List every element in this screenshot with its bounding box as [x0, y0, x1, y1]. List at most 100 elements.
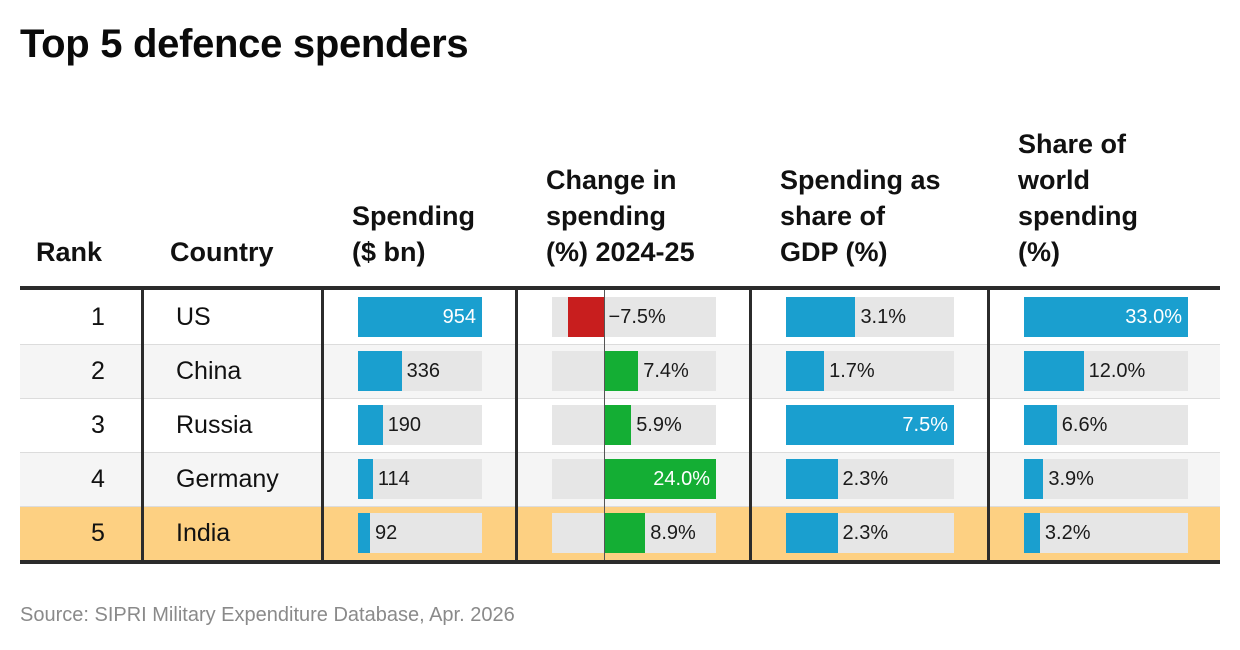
rank-cell: 1 [91, 303, 105, 331]
gdp-bar [786, 459, 838, 499]
gdp-bar [786, 513, 838, 553]
column-divider [987, 290, 990, 560]
rank-cell: 5 [91, 519, 105, 547]
header-gdp-line: GDP (%) [780, 237, 888, 267]
header-rank-line: Rank [36, 237, 103, 267]
column-divider [321, 290, 324, 560]
country-cell: China [176, 357, 242, 385]
column-divider [141, 290, 144, 560]
spending-track: 190 [358, 405, 482, 445]
change-bar [603, 405, 632, 445]
world-track: 33.0% [1024, 297, 1188, 337]
world-share-bar [1024, 351, 1084, 391]
row-separator [20, 344, 1220, 345]
world-track: 3.9% [1024, 459, 1188, 499]
change-track: 8.9% [552, 513, 716, 553]
change-track: 24.0% [552, 459, 716, 499]
header-change-line: Change in [546, 165, 677, 195]
change-track: 7.4% [552, 351, 716, 391]
header-world-line: (%) [1018, 237, 1060, 267]
spending-value: 114 [377, 468, 410, 490]
gdp-bar [786, 405, 954, 445]
country-cell: India [176, 519, 231, 547]
spending-value: 336 [406, 360, 441, 382]
change-track: 5.9% [552, 405, 716, 445]
change-value: −7.5% [608, 306, 666, 328]
column-divider [515, 290, 518, 560]
header-world-line: world [1018, 165, 1090, 195]
row-separator [20, 506, 1220, 507]
gdp-track: 7.5% [786, 405, 954, 445]
header-change: Change in spending (%) 2024-25 [546, 120, 746, 270]
header-country-line: Country [170, 237, 274, 267]
header-spending-line: ($ bn) [352, 237, 426, 267]
world-track: 3.2% [1024, 513, 1188, 553]
change-bar [568, 297, 604, 337]
header-gdp: Spending as share of GDP (%) [780, 120, 980, 270]
spending-value: 92 [374, 522, 398, 544]
change-value: 7.4% [643, 360, 689, 382]
change-value: 24.0% [653, 468, 710, 490]
spending-bar [358, 297, 482, 337]
header-world-line: spending [1018, 201, 1138, 231]
world-share-value: 6.6% [1061, 414, 1108, 436]
table-bottom-rule [20, 560, 1220, 564]
spending-bar [358, 405, 383, 445]
column-divider [749, 290, 752, 560]
world-share-value: 12.0% [1088, 360, 1146, 382]
gdp-value: 2.3% [842, 522, 889, 544]
change-bar [603, 513, 646, 553]
country-cell: Germany [176, 465, 279, 493]
gdp-value: 7.5% [902, 414, 948, 436]
spending-track: 92 [358, 513, 482, 553]
header-world: Share of world spending (%) [1018, 120, 1208, 270]
spending-track: 336 [358, 351, 482, 391]
spending-bar [358, 351, 402, 391]
gdp-value: 1.7% [829, 360, 875, 382]
rank-cell: 3 [91, 411, 105, 439]
country-cell: US [176, 303, 211, 331]
spending-track: 114 [358, 459, 482, 499]
rank-cell: 4 [91, 465, 105, 493]
table-top-rule [20, 286, 1220, 290]
change-value: 5.9% [636, 414, 682, 436]
spending-track: 954 [358, 297, 482, 337]
header-world-line: Share of [1018, 129, 1127, 159]
gdp-value: 2.3% [842, 468, 889, 490]
header-rank: Rank [36, 120, 146, 270]
world-share-value: 3.2% [1044, 522, 1091, 544]
world-share-value: 33.0% [1125, 306, 1182, 328]
change-zero-line [603, 290, 605, 560]
world-share-bar [1024, 513, 1040, 553]
world-share-bar [1024, 297, 1188, 337]
header-change-line: (%) 2024-25 [546, 237, 695, 267]
header-spending-line: Spending [352, 201, 475, 231]
spending-value: 954 [442, 306, 476, 328]
spending-value: 190 [387, 414, 422, 436]
gdp-track: 3.1% [786, 297, 954, 337]
chart-title: Top 5 defence spenders [20, 22, 469, 66]
world-track: 12.0% [1024, 351, 1188, 391]
row-separator [20, 452, 1220, 453]
change-bar [603, 351, 639, 391]
country-cell: Russia [176, 411, 253, 439]
gdp-track: 2.3% [786, 513, 954, 553]
world-share-bar [1024, 405, 1057, 445]
world-track: 6.6% [1024, 405, 1188, 445]
header-country: Country [170, 120, 320, 270]
gdp-value: 3.1% [860, 306, 907, 328]
header-change-line: spending [546, 201, 666, 231]
rank-cell: 2 [91, 357, 105, 385]
header-gdp-line: share of [780, 201, 886, 231]
change-value: 8.9% [650, 522, 696, 544]
gdp-bar [786, 351, 825, 391]
spending-bar [358, 459, 373, 499]
header-gdp-line: Spending as [780, 165, 941, 195]
source-note: Source: SIPRI Military Expenditure Datab… [20, 604, 515, 626]
row-separator [20, 398, 1220, 399]
header-spending: Spending ($ bn) [352, 120, 512, 270]
world-share-bar [1024, 459, 1044, 499]
gdp-track: 1.7% [786, 351, 954, 391]
gdp-track: 2.3% [786, 459, 954, 499]
change-bar [603, 459, 716, 499]
